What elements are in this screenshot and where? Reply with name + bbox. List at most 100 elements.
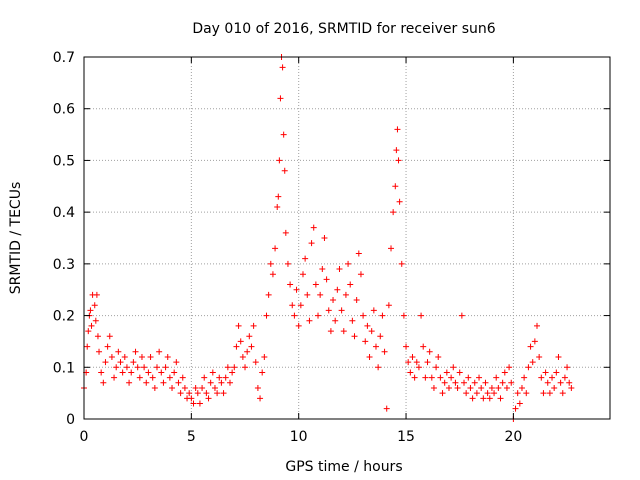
data-point bbox=[304, 291, 311, 298]
data-point bbox=[561, 374, 568, 381]
data-point bbox=[175, 379, 182, 386]
data-point bbox=[145, 369, 152, 376]
data-point bbox=[317, 291, 324, 298]
data-point bbox=[463, 390, 470, 397]
data-point bbox=[503, 384, 510, 391]
data-point bbox=[330, 297, 337, 304]
data-point bbox=[93, 291, 100, 298]
data-point bbox=[327, 328, 334, 335]
data-point bbox=[538, 374, 545, 381]
data-point bbox=[233, 343, 240, 350]
data-point bbox=[214, 390, 221, 397]
data-point bbox=[179, 374, 186, 381]
data-point bbox=[192, 384, 199, 391]
data-point bbox=[536, 353, 543, 360]
data-point bbox=[239, 353, 246, 360]
data-point bbox=[199, 384, 206, 391]
data-point bbox=[372, 343, 379, 350]
data-point bbox=[216, 374, 223, 381]
data-point bbox=[495, 384, 502, 391]
data-point bbox=[100, 379, 107, 386]
data-point bbox=[488, 384, 495, 391]
data-point bbox=[332, 317, 339, 324]
data-point bbox=[194, 390, 201, 397]
data-point bbox=[220, 390, 227, 397]
data-point bbox=[448, 374, 455, 381]
data-point bbox=[102, 359, 109, 366]
data-point bbox=[336, 266, 343, 273]
data-point bbox=[160, 379, 167, 386]
x-tick-label: 10 bbox=[290, 429, 308, 445]
data-point bbox=[340, 328, 347, 335]
data-point bbox=[325, 307, 332, 314]
data-point bbox=[486, 395, 493, 402]
data-point bbox=[203, 390, 210, 397]
data-point bbox=[467, 384, 474, 391]
data-point bbox=[351, 333, 358, 340]
data-point bbox=[113, 364, 120, 371]
data-point bbox=[392, 183, 399, 190]
data-point bbox=[218, 379, 225, 386]
data-point bbox=[499, 379, 506, 386]
y-tick-label: 0.2 bbox=[53, 309, 75, 325]
data-point bbox=[111, 374, 118, 381]
data-point bbox=[381, 348, 388, 355]
data-point bbox=[420, 343, 427, 350]
data-point bbox=[450, 364, 457, 371]
x-axis-label: GPS time / hours bbox=[285, 459, 402, 475]
data-point bbox=[454, 384, 461, 391]
data-point bbox=[433, 364, 440, 371]
data-point bbox=[512, 405, 519, 412]
axis-ticks: 0 5 10 15 20 0 0.1 0.2 0.3 0.4 0.5 0.6 0.7 bbox=[53, 50, 610, 445]
data-point bbox=[338, 307, 345, 314]
data-point bbox=[242, 364, 249, 371]
data-series-srmtid bbox=[81, 54, 575, 422]
data-point bbox=[428, 374, 435, 381]
data-point bbox=[383, 405, 390, 412]
data-point bbox=[121, 353, 128, 360]
data-point bbox=[207, 379, 214, 386]
data-point bbox=[281, 167, 288, 174]
data-point bbox=[201, 374, 208, 381]
data-point bbox=[119, 369, 126, 376]
data-point bbox=[506, 364, 513, 371]
data-point bbox=[156, 348, 163, 355]
data-point bbox=[166, 374, 173, 381]
data-point bbox=[277, 95, 284, 102]
data-point bbox=[390, 209, 397, 216]
data-point bbox=[424, 359, 431, 366]
data-point bbox=[265, 291, 272, 298]
data-point bbox=[274, 203, 281, 210]
data-point bbox=[523, 390, 530, 397]
data-point bbox=[310, 224, 317, 231]
data-point bbox=[471, 379, 478, 386]
data-point bbox=[430, 384, 437, 391]
data-point bbox=[91, 302, 98, 309]
data-point bbox=[224, 364, 231, 371]
data-point bbox=[368, 328, 375, 335]
data-point bbox=[465, 374, 472, 381]
data-point bbox=[360, 312, 367, 319]
data-point bbox=[452, 379, 459, 386]
data-point bbox=[394, 126, 401, 133]
data-point bbox=[566, 379, 573, 386]
data-point bbox=[138, 353, 145, 360]
data-point bbox=[534, 322, 541, 329]
data-point bbox=[445, 384, 452, 391]
data-point bbox=[186, 390, 193, 397]
data-point bbox=[527, 343, 534, 350]
data-point bbox=[136, 374, 143, 381]
data-point bbox=[393, 147, 400, 154]
data-point bbox=[525, 364, 532, 371]
data-point bbox=[508, 379, 515, 386]
x-tick-label: 15 bbox=[397, 429, 415, 445]
data-point bbox=[321, 235, 328, 241]
data-point bbox=[443, 369, 450, 376]
y-tick-label: 0.7 bbox=[53, 50, 75, 66]
data-point bbox=[226, 379, 233, 386]
data-point bbox=[94, 333, 101, 340]
data-point bbox=[518, 384, 525, 391]
data-point bbox=[279, 64, 286, 71]
data-point bbox=[284, 260, 291, 267]
data-point bbox=[106, 333, 113, 340]
